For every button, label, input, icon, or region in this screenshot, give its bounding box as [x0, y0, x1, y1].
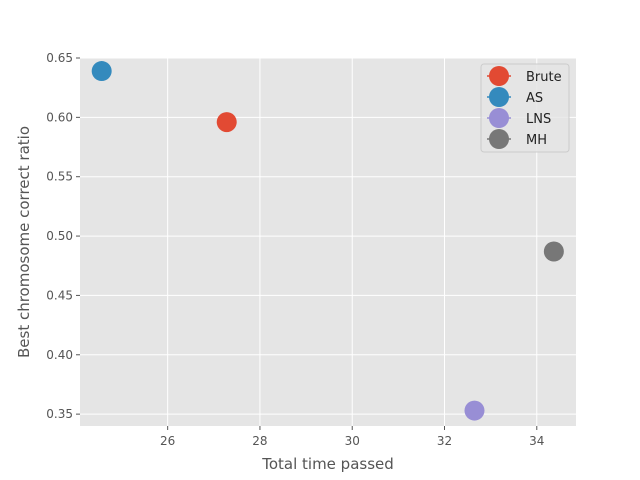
data-point-lns [464, 400, 485, 421]
legend-label-brute: Brute [526, 70, 562, 85]
y-tick-label: 0.45 [46, 288, 73, 302]
legend-label-lns: LNS [526, 112, 551, 127]
y-axis-label: Best chromosome correct ratio [15, 126, 33, 358]
x-tick-label: 34 [529, 434, 544, 448]
y-tick-label: 0.40 [46, 348, 73, 362]
legend-label-mh: MH [526, 133, 547, 148]
y-tick-label: 0.55 [46, 170, 73, 184]
y-tick-label: 0.50 [46, 229, 73, 243]
legend: Brute AS LNS MH [480, 63, 570, 153]
x-tick-label: 28 [252, 434, 267, 448]
x-tick-label: 26 [160, 434, 175, 448]
legend-marker-mh [489, 129, 509, 149]
data-points [91, 61, 564, 421]
x-axis-label: Total time passed [261, 455, 394, 473]
y-tick-label: 0.65 [46, 51, 73, 65]
y-tick-label: 0.35 [46, 407, 73, 421]
legend-marker-brute [489, 66, 509, 86]
data-point-brute [216, 112, 237, 133]
x-tick-label: 32 [437, 434, 452, 448]
legend-marker-lns [489, 108, 509, 128]
x-axis-ticks: 26 28 30 32 34 [160, 426, 544, 448]
x-tick-label: 30 [345, 434, 360, 448]
legend-marker-as [489, 87, 509, 107]
y-tick-label: 0.60 [46, 110, 73, 124]
data-point-as [91, 61, 112, 82]
data-point-mh [543, 241, 564, 262]
y-axis-ticks: 0.35 0.40 0.45 0.50 0.55 0.60 0.65 [46, 51, 80, 421]
legend-label-as: AS [526, 91, 543, 106]
